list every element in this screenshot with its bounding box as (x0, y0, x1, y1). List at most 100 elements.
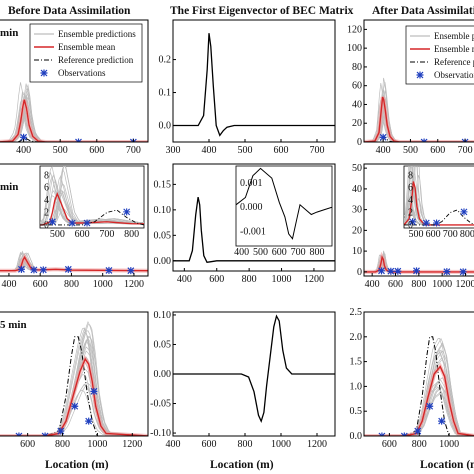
ensemble-mean-line (0, 99, 148, 142)
x-tick-label: 500 (238, 145, 253, 156)
ensemble-prediction-line (364, 89, 474, 142)
y-tick-label: -0.10 (150, 428, 171, 439)
x-tick-label: 400 (177, 274, 192, 285)
observation-point (39, 266, 47, 274)
inset-x-tick-label: 500 (253, 247, 268, 258)
y-tick-label: 0.10 (154, 310, 172, 321)
inset-x-tick-label: 800 (124, 229, 139, 240)
inset-row2-middle: 400 500 600 700 800 -0.001 0.000 0.001 (234, 165, 333, 258)
inset-y-tick-label: 2 (44, 208, 49, 219)
y-tick-label: 1.5 (350, 357, 363, 368)
y-tick-label: 40 (352, 99, 362, 110)
observation-point (443, 268, 451, 276)
x-tick-label: 600 (33, 279, 48, 290)
ensemble-prediction-line (364, 83, 474, 142)
axes-frame (363, 311, 474, 437)
inset-x-tick-label: 700 (443, 229, 458, 240)
x-tick-label: 500 (403, 145, 418, 156)
inset-observation (409, 218, 417, 226)
y-tick-label: 0 (357, 137, 362, 148)
x-tick-label: 1000 (272, 274, 292, 285)
x-tick-label: 600 (20, 439, 35, 450)
x-tick-label: 600 (388, 279, 403, 290)
panel-row2-middle: 400 600 800 1000 1200 0.00 0.05 0.10 0.15 (154, 163, 336, 285)
x-tick-label: 400 (202, 145, 217, 156)
inset-plot-area (40, 166, 144, 227)
observation-point (90, 387, 98, 395)
x-tick-label: 600 (209, 274, 224, 285)
x-tick-label: 1000 (87, 439, 107, 450)
inset-y-tick-label: 6 (44, 183, 49, 194)
x-tick-label: 800 (242, 274, 257, 285)
panel-row1-right: 400 500 600 700 0 20 40 60 80 100 120 (347, 19, 474, 156)
x-tick-label: 600 (89, 145, 104, 156)
plot-area-row1-middle (173, 33, 335, 137)
y-tick-label: 2.5 (350, 307, 363, 318)
x-tick-label: 1000 (439, 439, 459, 450)
x-tick-label: 700 (458, 145, 473, 156)
axes-frame (172, 19, 336, 143)
inset-plot-area (236, 167, 332, 240)
x-tick-label: 300 (166, 145, 181, 156)
legend-observation-marker (40, 69, 48, 77)
ensemble-mean-line (364, 365, 474, 436)
ensemble-prediction-line (0, 82, 148, 142)
x-tick-label: 1200 (307, 439, 327, 450)
observation-point (105, 266, 113, 274)
observation-point (394, 267, 402, 275)
y-tick-label: 0.0 (159, 121, 172, 132)
inset-x-tick-label: 600 (272, 247, 287, 258)
plot-area-row2-middle (173, 196, 335, 264)
inset-row2-left: 500 600 700 800 02 46 8 (39, 165, 145, 240)
panel-row3-right: 600 800 1000 0.0 0.5 1.0 1.5 2.0 2.5 (350, 307, 474, 450)
row3-tag: 5 min (0, 319, 27, 331)
y-tick-label: 0 (357, 267, 362, 278)
row1-tag: min (0, 27, 18, 39)
legend-left: Ensemble predictions Ensemble mean Referen… (29, 23, 143, 83)
eigenvector-line (173, 33, 335, 137)
ensemble-prediction-line (0, 320, 148, 436)
x-tick-label: 400 (365, 279, 380, 290)
x-tick-label: 1200 (124, 279, 144, 290)
inset-observation (68, 219, 76, 227)
inset-eigenvector-line (236, 167, 332, 240)
column-title-after: After Data Assimilation (372, 5, 474, 17)
x-tick-label: 800 (411, 279, 426, 290)
inset-observation (83, 219, 91, 227)
inset-x-tick-label: 800 (460, 229, 474, 240)
y-tick-label: 0.2 (159, 55, 172, 66)
observation-point (438, 417, 446, 425)
y-tick-label: 0.00 (154, 256, 172, 267)
inset-y-tick-label: -0.001 (240, 226, 266, 237)
plot-area-row1-right (364, 77, 474, 142)
axes-frame (172, 163, 336, 272)
xlabel-middle: Location (m) (210, 459, 274, 471)
x-tick-label: 600 (202, 439, 217, 450)
y-tick-label: 2.0 (350, 332, 363, 343)
axes-frame (363, 19, 474, 143)
xlabel-right: Location (m) (420, 459, 474, 471)
y-tick-label: 0.5 (350, 406, 363, 417)
inset-x-tick-label: 700 (291, 247, 306, 258)
legend-label: Reference prediction (58, 55, 134, 65)
observation-point (413, 267, 420, 275)
x-tick-label: 400 (376, 145, 391, 156)
axes-frame (363, 163, 474, 277)
inset-observation (433, 219, 441, 227)
ensemble-prediction-line (0, 93, 148, 142)
legend-label: Reference p (434, 57, 474, 67)
y-tick-label: 0.1 (159, 88, 172, 99)
axes-frame (0, 311, 149, 437)
inset-reference-line (40, 209, 144, 226)
ensemble-prediction-line (0, 330, 148, 436)
inset-y-tick-label: 0 (408, 220, 413, 231)
xlabel-left: Location (m) (45, 459, 109, 471)
observation-point (426, 402, 434, 410)
plot-area-row3-left (0, 320, 148, 436)
observation-point (85, 417, 93, 425)
y-tick-label: -0.05 (150, 399, 171, 410)
x-tick-label: 800 (238, 439, 253, 450)
inset-x-tick-label: 500 (50, 229, 65, 240)
